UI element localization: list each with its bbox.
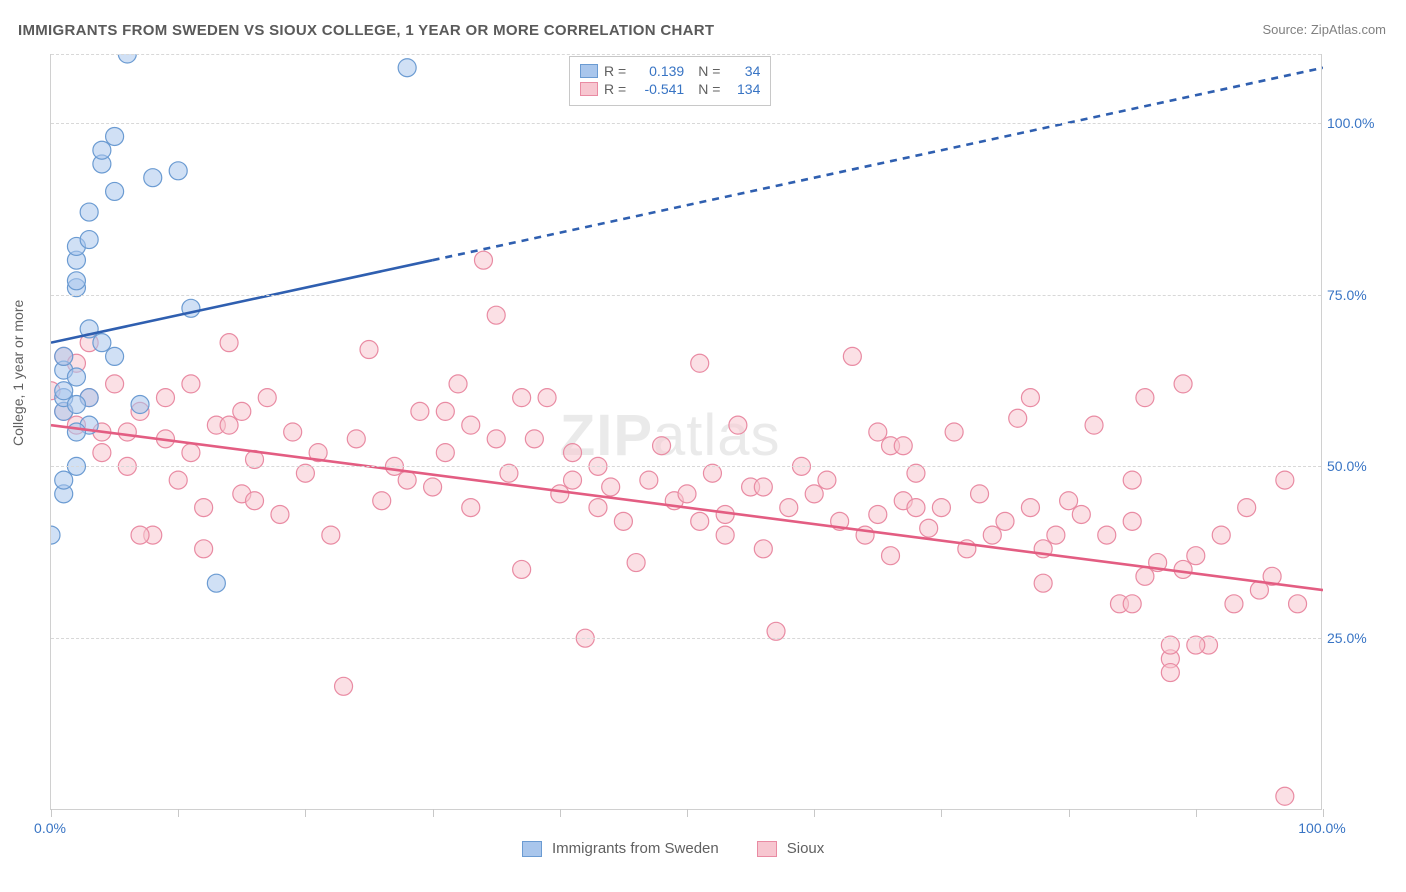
y-tick-label: 100.0% xyxy=(1327,115,1381,131)
r-label: R = xyxy=(604,63,626,79)
swatch-pink-icon xyxy=(757,841,777,857)
swatch-blue-icon xyxy=(522,841,542,857)
chart-title: IMMIGRANTS FROM SWEDEN VS SIOUX COLLEGE,… xyxy=(18,22,714,39)
y-tick-label: 50.0% xyxy=(1327,458,1381,474)
legend-label-pink: Sioux xyxy=(787,840,825,857)
r-value-blue: 0.139 xyxy=(632,63,684,79)
x-tick xyxy=(1323,809,1324,817)
plot-area: ZIPatlas R = 0.139 N = 34 R = -0.541 N =… xyxy=(50,54,1322,810)
r-label: R = xyxy=(604,81,626,97)
x-tick xyxy=(1069,809,1070,817)
source-text: Source: ZipAtlas.com xyxy=(1262,22,1386,37)
x-tick xyxy=(814,809,815,817)
x-tick xyxy=(51,809,52,817)
x-tick-label: 100.0% xyxy=(1298,820,1345,836)
x-tick xyxy=(560,809,561,817)
swatch-pink-icon xyxy=(580,82,598,96)
y-tick-label: 75.0% xyxy=(1327,287,1381,303)
n-value-blue: 34 xyxy=(726,63,760,79)
swatch-blue-icon xyxy=(580,64,598,78)
legend-label-blue: Immigrants from Sweden xyxy=(552,840,719,857)
gridline xyxy=(51,54,1321,55)
r-value-pink: -0.541 xyxy=(632,81,684,97)
x-tick xyxy=(1196,809,1197,817)
plot-svg xyxy=(51,54,1323,810)
n-label: N = xyxy=(698,81,720,97)
legend-row-blue: R = 0.139 N = 34 xyxy=(580,63,760,79)
y-tick-label: 25.0% xyxy=(1327,630,1381,646)
legend-correlation-box: R = 0.139 N = 34 R = -0.541 N = 134 xyxy=(569,56,771,106)
x-tick xyxy=(433,809,434,817)
n-value-pink: 134 xyxy=(726,81,760,97)
n-label: N = xyxy=(698,63,720,79)
y-axis-label: College, 1 year or more xyxy=(10,300,26,446)
gridline xyxy=(51,123,1321,124)
gridline xyxy=(51,638,1321,639)
gridline xyxy=(51,466,1321,467)
x-tick xyxy=(941,809,942,817)
x-tick xyxy=(305,809,306,817)
gridline xyxy=(51,295,1321,296)
x-tick xyxy=(687,809,688,817)
legend-row-pink: R = -0.541 N = 134 xyxy=(580,81,760,97)
legend-series: Immigrants from Sweden Sioux xyxy=(522,840,824,857)
x-tick-label: 0.0% xyxy=(34,820,66,836)
x-tick xyxy=(178,809,179,817)
